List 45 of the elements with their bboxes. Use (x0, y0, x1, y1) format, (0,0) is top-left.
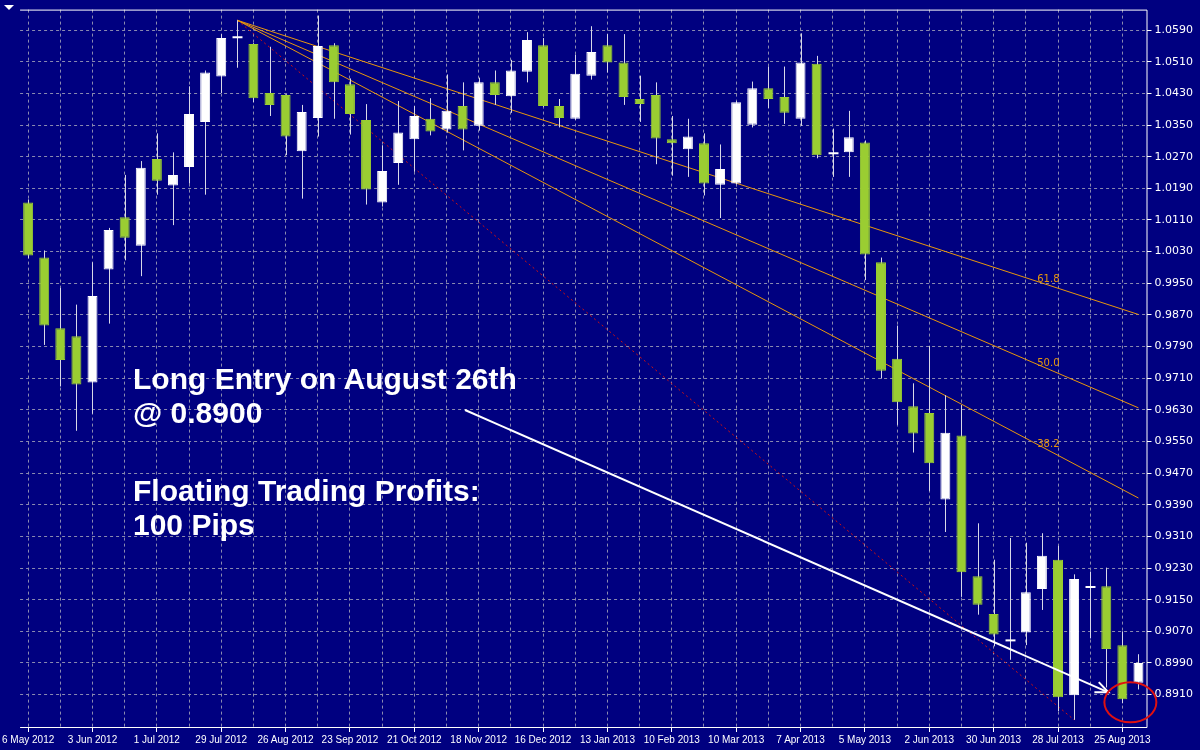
y-tick-label: 0.8990 (1154, 655, 1194, 669)
x-tick-label: 25 Aug 2013 (1094, 733, 1151, 745)
x-tick-label: 18 Nov 2012 (450, 733, 508, 745)
y-tick-label: 1.0350 (1154, 117, 1194, 131)
x-tick-label: 5 May 2013 (838, 733, 892, 745)
series-label: 61.8 (1037, 272, 1060, 284)
y-tick-label: 1.0190 (1154, 181, 1194, 195)
y-tick-label: 0.9070 (1154, 624, 1194, 638)
y-tick-label: 0.9550 (1154, 434, 1194, 448)
x-tick-label: 2 Jun 2013 (904, 733, 955, 745)
x-tick-label: 10 Mar 2013 (708, 733, 765, 745)
y-tick-label: 0.9790 (1154, 339, 1194, 353)
y-tick-label: 1.0510 (1154, 54, 1194, 68)
x-tick-label: 30 Jun 2013 (966, 733, 1022, 745)
annotation: Floating Trading Profits: 100 Pips (133, 474, 480, 542)
y-tick-label: 0.9390 (1154, 497, 1194, 511)
y-tick-label: 0.9870 (1154, 307, 1194, 321)
x-tick-label: 7 Apr 2013 (776, 733, 826, 745)
series-label: 50.0 (1037, 356, 1060, 368)
annotation: Long Entry on August 26th @ 0.8900 (133, 362, 517, 430)
y-tick-label: 1.0590 (1154, 23, 1194, 37)
x-tick-label: 13 Jan 2013 (579, 733, 636, 745)
y-tick-label: 1.0430 (1154, 86, 1194, 100)
x-tick-label: 10 Feb 2013 (643, 733, 701, 745)
x-tick-label: 26 Aug 2012 (257, 733, 315, 745)
x-tick-label: 1 Jul 2012 (133, 733, 181, 745)
y-tick-label: 1.0030 (1154, 244, 1194, 258)
y-tick-label: 0.9230 (1154, 560, 1194, 574)
y-tick-label: 1.0270 (1154, 149, 1194, 163)
y-tick-label: 0.9950 (1154, 276, 1194, 290)
y-tick-label: 0.9470 (1154, 465, 1194, 479)
x-tick-label: 29 Jul 2012 (195, 733, 248, 745)
x-tick-label: 3 Jun 2012 (67, 733, 118, 745)
y-tick-label: 0.9310 (1154, 529, 1194, 543)
y-tick-label: 0.8910 (1154, 687, 1194, 701)
y-tick-label: 1.0110 (1154, 212, 1194, 226)
x-tick-label: 28 Jul 2013 (1032, 733, 1085, 745)
y-tick-label: 0.9630 (1154, 402, 1194, 416)
series-label: 38.2 (1037, 437, 1060, 449)
x-tick-label: 21 Oct 2012 (387, 733, 443, 745)
y-tick-label: 0.9150 (1154, 592, 1194, 606)
x-tick-label: 16 Dec 2012 (514, 733, 572, 745)
x-tick-label: 23 Sep 2012 (321, 733, 379, 745)
x-tick-label: 6 May 2012 (2, 733, 55, 745)
y-tick-label: 0.9710 (1154, 371, 1194, 385)
